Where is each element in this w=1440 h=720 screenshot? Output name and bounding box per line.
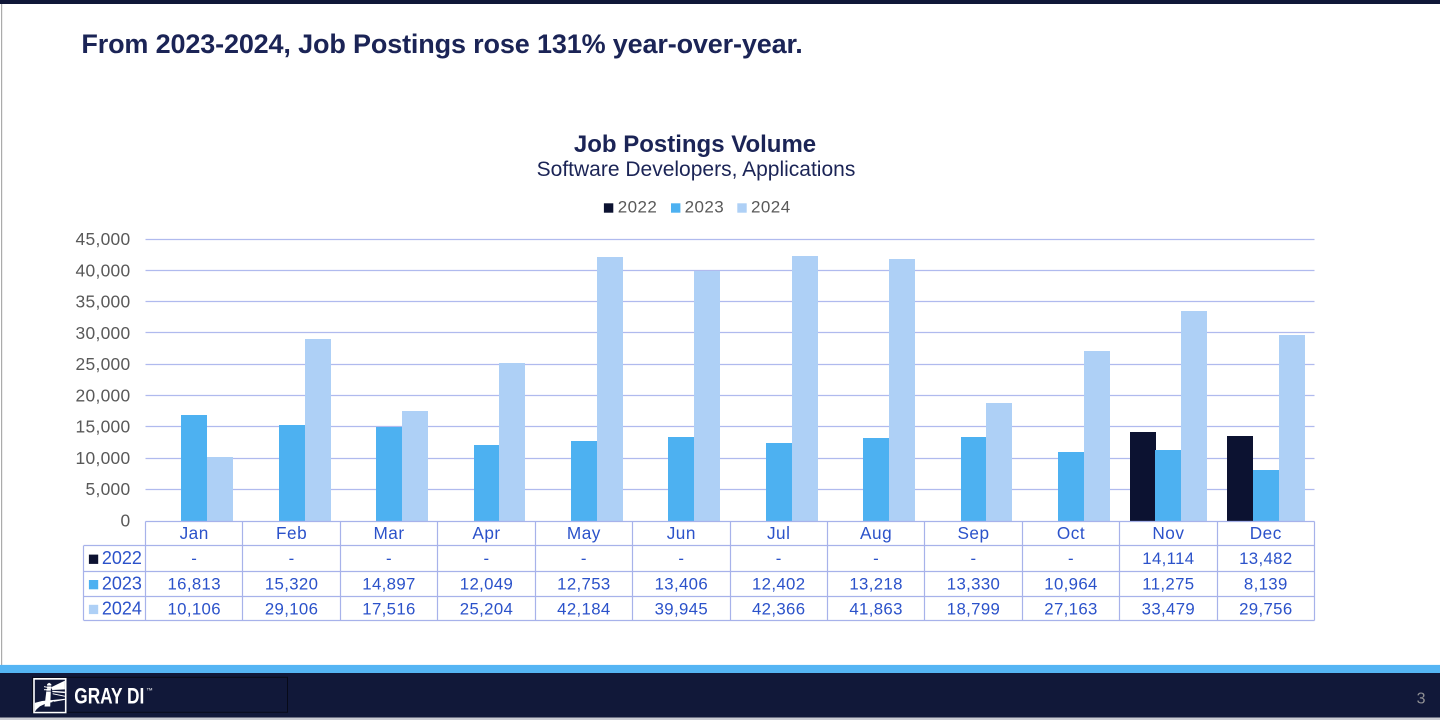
svg-text:5,000: 5,000 — [85, 479, 130, 499]
svg-text:May: May — [567, 523, 601, 543]
svg-text:39,945: 39,945 — [655, 599, 708, 618]
svg-text:33,479: 33,479 — [1142, 599, 1195, 618]
svg-text:2022: 2022 — [618, 198, 658, 217]
svg-text:12,049: 12,049 — [460, 575, 513, 594]
svg-text:25,204: 25,204 — [460, 599, 513, 618]
svg-text:13,330: 13,330 — [947, 575, 1000, 594]
svg-text:Software Developers, Applicati: Software Developers, Applications — [537, 158, 856, 181]
svg-text:17,516: 17,516 — [362, 599, 415, 618]
svg-text:Job Postings Volume: Job Postings Volume — [574, 131, 816, 158]
svg-text:GRAY DI: GRAY DI — [74, 684, 144, 709]
svg-text:-: - — [971, 549, 977, 568]
svg-text:-: - — [776, 549, 782, 568]
svg-text:15,320: 15,320 — [265, 575, 318, 594]
svg-text:13,406: 13,406 — [655, 575, 708, 594]
svg-text:Nov: Nov — [1152, 523, 1184, 543]
svg-text:20,000: 20,000 — [76, 385, 131, 405]
svg-text:-: - — [386, 549, 392, 568]
svg-text:-: - — [873, 549, 879, 568]
svg-text:2022: 2022 — [102, 548, 142, 568]
svg-text:10,000: 10,000 — [76, 448, 131, 468]
svg-text:29,106: 29,106 — [265, 599, 318, 618]
svg-text:35,000: 35,000 — [76, 292, 131, 312]
svg-text:40,000: 40,000 — [76, 260, 131, 280]
svg-text:-: - — [191, 549, 197, 568]
svg-text:8,139: 8,139 — [1244, 575, 1288, 594]
svg-text:14,114: 14,114 — [1142, 549, 1194, 568]
svg-text:12,753: 12,753 — [557, 575, 610, 594]
svg-text:2024: 2024 — [751, 198, 791, 217]
svg-text:Jun: Jun — [667, 523, 696, 543]
svg-text:10,106: 10,106 — [167, 599, 220, 618]
svg-text:Oct: Oct — [1057, 523, 1085, 543]
svg-text:Aug: Aug — [860, 523, 892, 543]
svg-text:16,813: 16,813 — [167, 575, 220, 594]
svg-text:2024: 2024 — [102, 598, 142, 618]
svg-text:Dec: Dec — [1250, 523, 1282, 543]
svg-text:Jan: Jan — [180, 523, 209, 543]
svg-text:Apr: Apr — [472, 523, 500, 543]
svg-text:™: ™ — [146, 687, 153, 694]
svg-text:30,000: 30,000 — [76, 323, 131, 343]
svg-text:41,863: 41,863 — [849, 599, 902, 618]
svg-text:27,163: 27,163 — [1044, 599, 1097, 618]
svg-text:15,000: 15,000 — [76, 417, 131, 437]
svg-text:14,897: 14,897 — [362, 575, 415, 594]
svg-text:13,482: 13,482 — [1239, 549, 1292, 568]
svg-text:From 2023-2024, Job Postings r: From 2023-2024, Job Postings rose 131% y… — [81, 29, 802, 59]
svg-text:13,218: 13,218 — [849, 575, 902, 594]
svg-text:42,184: 42,184 — [557, 599, 610, 618]
svg-text:45,000: 45,000 — [76, 229, 131, 249]
svg-text:12,402: 12,402 — [752, 575, 805, 594]
svg-text:-: - — [484, 549, 490, 568]
svg-text:Sep: Sep — [957, 523, 989, 543]
svg-text:18,799: 18,799 — [947, 599, 1000, 618]
svg-text:29,756: 29,756 — [1239, 599, 1292, 618]
svg-text:-: - — [1068, 549, 1074, 568]
svg-text:0: 0 — [121, 511, 131, 531]
svg-text:Mar: Mar — [373, 523, 404, 543]
svg-text:-: - — [581, 549, 587, 568]
svg-text:2023: 2023 — [102, 574, 142, 594]
svg-text:42,366: 42,366 — [752, 599, 805, 618]
svg-text:Jul: Jul — [767, 523, 790, 543]
svg-text:-: - — [678, 549, 684, 568]
svg-text:-: - — [289, 549, 295, 568]
svg-text:2023: 2023 — [685, 198, 725, 217]
svg-text:11,275: 11,275 — [1142, 575, 1194, 594]
svg-text:Feb: Feb — [276, 523, 307, 543]
svg-text:25,000: 25,000 — [76, 354, 131, 374]
svg-text:10,964: 10,964 — [1044, 575, 1097, 594]
svg-text:3: 3 — [1417, 691, 1426, 708]
